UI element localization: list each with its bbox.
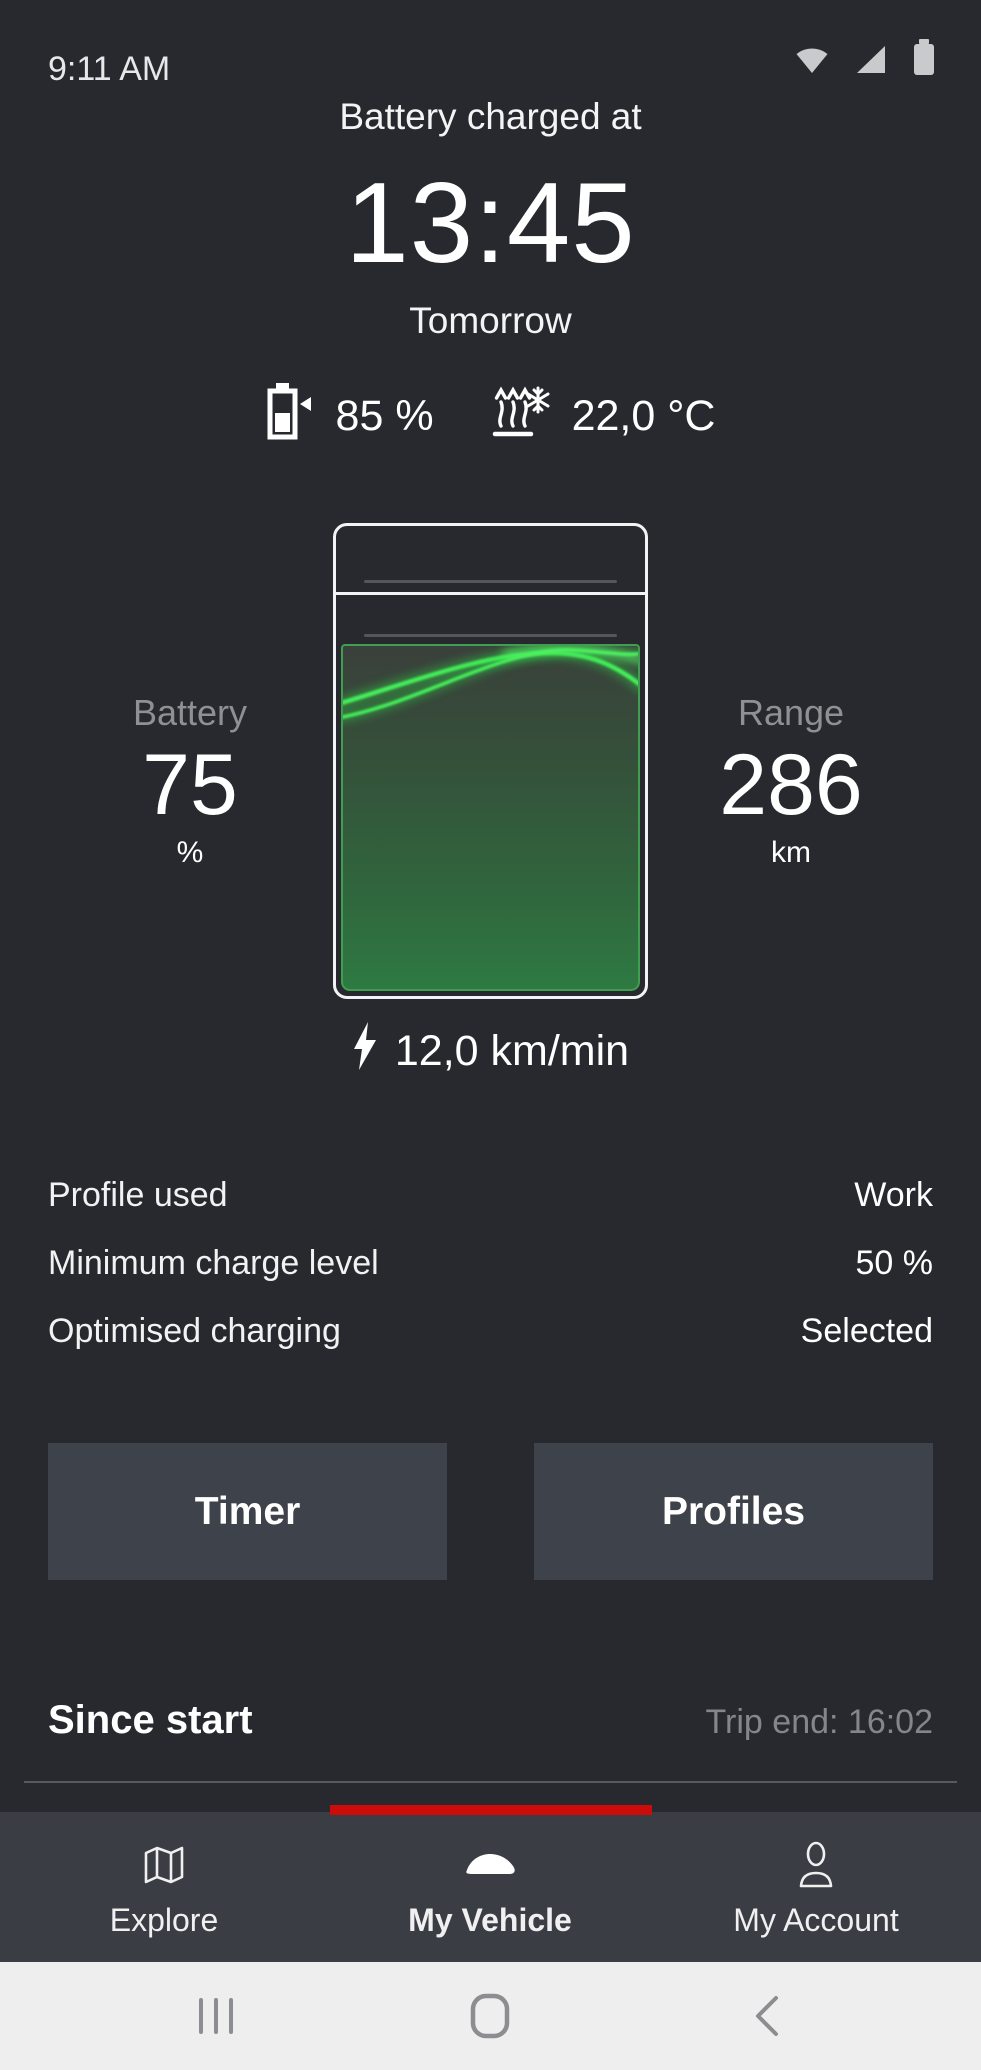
nav-item-label: My Account: [733, 1902, 899, 1938]
android-navigation-bar: [0, 1962, 981, 2070]
range-stat-unit: km: [771, 836, 811, 870]
range-stat-value: 286: [719, 737, 863, 833]
back-button[interactable]: [706, 1966, 826, 2066]
battery-status-icon: [913, 39, 935, 80]
battery-graphic: [333, 523, 648, 999]
car-icon: [462, 1834, 518, 1896]
battery-segment-line: [363, 580, 618, 583]
profiles-button[interactable]: Profiles: [534, 1443, 933, 1580]
charge-rate-value: 12,0 km/min: [394, 1027, 630, 1075]
range-stat: Range 286 km: [649, 692, 933, 870]
detail-row-profile: Profile used Work: [48, 1161, 933, 1229]
since-start-header: Since start Trip end: 16:02: [48, 1698, 933, 1743]
battery-stat-label: Battery: [132, 692, 248, 733]
timer-button[interactable]: Timer: [48, 1443, 447, 1580]
detail-label: Profile used: [48, 1175, 228, 1214]
battery-graphic-divider: [336, 592, 645, 595]
climate-icon: [492, 382, 552, 451]
charge-rate-row: 12,0 km/min: [0, 1022, 981, 1081]
home-button[interactable]: [430, 1966, 550, 2066]
page-title: Battery charged at: [339, 96, 642, 137]
climate-stat: 22,0 °C: [492, 382, 716, 451]
detail-value: Work: [854, 1175, 933, 1214]
battery-segment-line: [363, 634, 618, 637]
status-bar-time: 9:11 AM: [48, 50, 171, 88]
detail-label: Optimised charging: [48, 1311, 341, 1350]
nav-item-label: Explore: [109, 1902, 219, 1938]
charge-wave-glow: [343, 646, 638, 723]
charge-finish-day: Tomorrow: [409, 300, 572, 341]
climate-temperature-value: 22,0 °C: [571, 392, 716, 440]
detail-row-optimised-charging: Optimised charging Selected: [48, 1297, 933, 1365]
nav-item-my-account[interactable]: My Account: [706, 1812, 926, 1962]
target-battery-stat: 85 %: [266, 382, 434, 451]
bottom-nav-bar: Explore My Vehicle My Account: [0, 1805, 981, 1962]
battery-graphic-top-segment: [336, 526, 645, 592]
battery-stat-value: 75: [142, 737, 238, 833]
charging-details-list: Profile used Work Minimum charge level 5…: [48, 1161, 933, 1365]
active-tab-indicator: [330, 1805, 652, 1815]
battery-percentage-stat: Battery 75 %: [48, 692, 332, 870]
charge-stats-row: 85 % 22,0 °C: [0, 382, 981, 451]
trip-end-time: Trip end: 16:02: [705, 1703, 933, 1741]
nav-item-my-vehicle[interactable]: My Vehicle: [380, 1812, 600, 1962]
wifi-icon: [795, 44, 829, 80]
charging-battery-icon: [266, 382, 316, 451]
cellular-signal-icon: [855, 44, 887, 80]
detail-row-min-charge: Minimum charge level 50 %: [48, 1229, 933, 1297]
target-battery-value: 85 %: [335, 392, 434, 440]
battery-stat-unit: %: [176, 836, 204, 870]
detail-label: Minimum charge level: [48, 1243, 379, 1282]
nav-item-label: My Vehicle: [408, 1902, 572, 1938]
detail-value: 50 %: [855, 1243, 934, 1282]
since-start-title: Since start: [48, 1698, 253, 1742]
charge-finish-time: 13:45: [345, 160, 636, 287]
battery-charge-fill: [341, 644, 640, 991]
battery-graphic-mid-segment: [336, 595, 645, 644]
range-stat-label: Range: [737, 692, 845, 733]
detail-value: Selected: [800, 1311, 933, 1350]
map-icon: [141, 1834, 187, 1896]
nav-item-explore[interactable]: Explore: [54, 1812, 274, 1962]
lightning-bolt-icon: [352, 1022, 377, 1081]
status-bar-icons: [795, 39, 935, 80]
recents-button[interactable]: [156, 1966, 276, 2066]
section-divider: [24, 1781, 957, 1783]
person-icon: [795, 1834, 837, 1896]
